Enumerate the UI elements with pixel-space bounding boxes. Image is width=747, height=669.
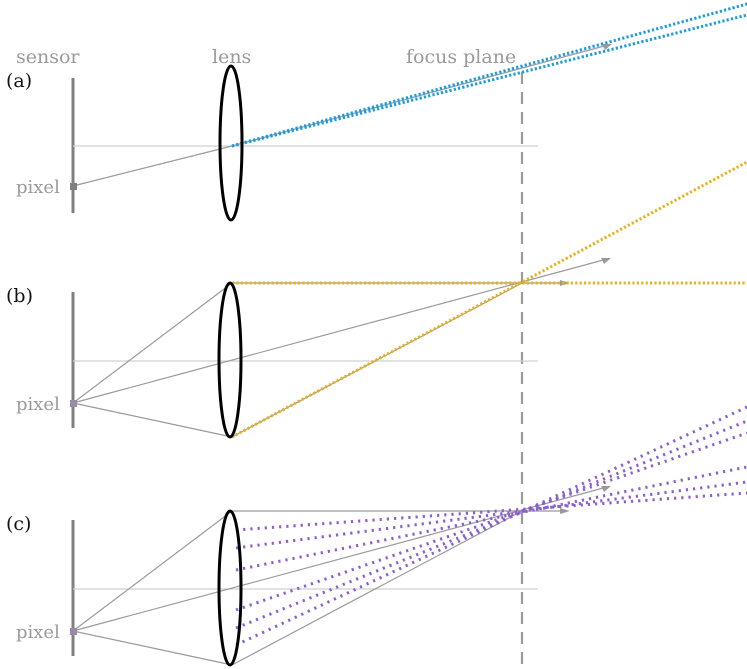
- panel-a-guide-ray-in: [72, 145, 233, 187]
- lens-header: lens: [212, 46, 251, 68]
- panel-c-ray-1: [235, 491, 747, 532]
- panel-a-chief-ray-lower: [231, 13, 747, 148]
- panel-a-guide-arrowhead: [602, 44, 612, 50]
- panel-c: (c) pixel: [6, 405, 747, 667]
- panel-b-guide-ray-bottom-in: [72, 402, 233, 438]
- panel-c-pixel-label: pixel: [16, 622, 60, 643]
- panel-c-guide-arrowhead-top: [560, 508, 570, 514]
- panel-b-pixel-marker: [70, 400, 77, 407]
- panel-a-pixel-label: pixel: [16, 177, 60, 198]
- panel-c-pixel-marker: [70, 628, 77, 635]
- panel-b-ray-bottom: [231, 160, 747, 439]
- panel-c-ray-2: [235, 480, 747, 550]
- panel-b-guide-arrowhead-center: [601, 258, 611, 264]
- panel-c-label: (c): [6, 513, 31, 535]
- panel-b: (b) pixel: [6, 160, 747, 439]
- panel-c-ray-6: [235, 405, 747, 647]
- panel-b-pixel-label: pixel: [16, 394, 60, 415]
- panel-b-guide-ray-center: [72, 258, 608, 404]
- panel-c-guide-ray-top-in: [72, 510, 233, 632]
- sensor-header: sensor: [16, 46, 80, 68]
- panel-b-label: (b): [6, 285, 33, 307]
- focus-plane-header: focus plane: [406, 46, 516, 68]
- panel-c-ray-4: [235, 431, 747, 612]
- panel-a-lens: [218, 64, 244, 222]
- panel-a-chief-ray-upper: [231, 2, 747, 148]
- panel-a: (a) pixel: [6, 2, 747, 222]
- panel-c-guide-ray-bottom-in: [72, 630, 233, 666]
- panel-c-lens: [217, 509, 243, 667]
- panel-c-guide-ray-bottom-out: [231, 510, 523, 666]
- panel-a-label: (a): [6, 70, 32, 92]
- panel-b-guide-ray-top-in: [72, 282, 233, 404]
- panel-c-guide-ray-center: [72, 486, 608, 632]
- panel-a-pixel-marker: [70, 183, 77, 190]
- panel-c-guide-arrowhead-center: [601, 486, 611, 492]
- panel-c-ray-3: [235, 465, 747, 572]
- panel-b-lens: [217, 281, 243, 439]
